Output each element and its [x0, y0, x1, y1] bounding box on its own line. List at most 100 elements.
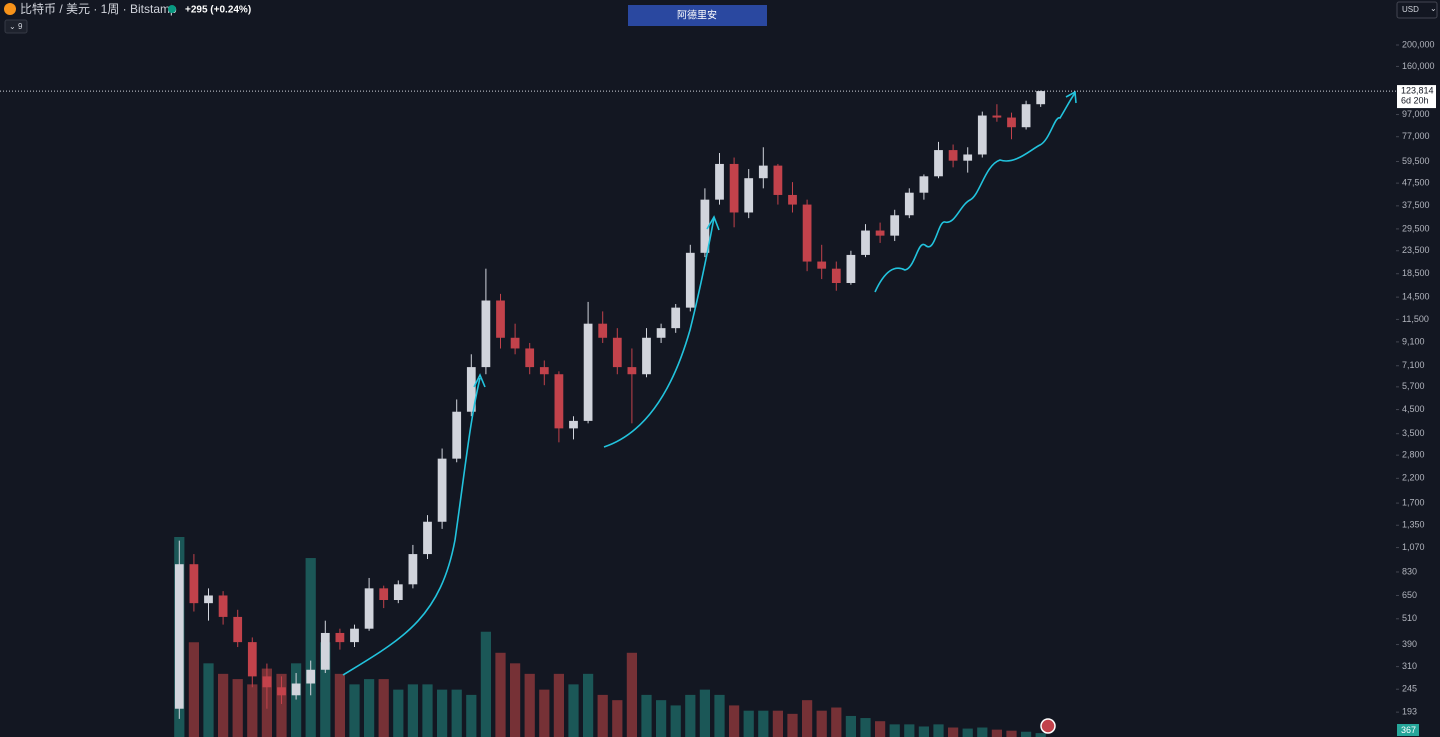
- y-tick-label: 2,200: [1402, 473, 1425, 483]
- candle-body: [423, 521, 432, 555]
- volume-bar: [466, 694, 477, 737]
- candle-body: [569, 420, 578, 429]
- candle-body: [1036, 91, 1046, 105]
- volume-bar: [685, 694, 696, 737]
- candle-body: [335, 632, 345, 643]
- volume-bar: [933, 724, 944, 737]
- candle-body: [934, 150, 943, 177]
- y-tick-label: 14,500: [1402, 292, 1430, 302]
- y-tick-label: 200,000: [1402, 39, 1435, 49]
- candle-body: [977, 115, 987, 155]
- volume-bar: [670, 705, 681, 737]
- candle-body: [642, 337, 651, 375]
- candle-body: [320, 632, 330, 670]
- volume-bar: [626, 652, 638, 737]
- y-tick-label: 390: [1402, 639, 1417, 649]
- indicator-count: 9: [18, 22, 23, 31]
- candle-body: [291, 683, 301, 696]
- volume-bar: [962, 728, 973, 737]
- candle-body: [627, 367, 637, 375]
- volume-bar: [918, 726, 930, 737]
- plot: [174, 90, 1046, 737]
- volume-bar: [553, 673, 565, 737]
- candle-body: [437, 458, 447, 522]
- arrow-head: [1065, 90, 1077, 104]
- candle-body: [393, 584, 403, 601]
- y-tick-label: 59,500: [1402, 156, 1430, 166]
- volume-bar: [845, 715, 857, 737]
- symbol: 比特币 / 美元 · 1周 · Bitstamp: [20, 1, 177, 16]
- candle-body: [802, 204, 812, 262]
- candle-body: [904, 192, 914, 216]
- candle-body: [262, 676, 272, 688]
- candle-body: [174, 564, 184, 709]
- candle-body: [598, 323, 608, 338]
- y-tick-label: 7,100: [1402, 360, 1425, 370]
- volume-bar: [904, 724, 915, 737]
- volume-bar: [816, 710, 827, 737]
- volume-bar: [655, 700, 667, 737]
- price-axis: [1396, 0, 1440, 737]
- chevron: ⌄: [9, 22, 16, 31]
- y-tick-label: 11,500: [1402, 314, 1429, 324]
- status-dot: [168, 5, 176, 13]
- volume-bar: [509, 663, 521, 737]
- y-tick-label: 29,500: [1402, 223, 1430, 233]
- trend-arrow: [342, 377, 481, 676]
- price-change: +295 (+0.24%): [185, 5, 251, 16]
- indicator-toggle[interactable]: [4, 19, 28, 34]
- currency: USD: [1402, 5, 1419, 14]
- candle-body: [1021, 104, 1031, 128]
- currency-select[interactable]: [1396, 1, 1438, 19]
- y-tick-label: 245: [1402, 684, 1417, 694]
- volume-bar: [363, 679, 375, 737]
- user-button[interactable]: [628, 5, 767, 26]
- candle-body: [583, 323, 593, 421]
- candle-body: [861, 230, 870, 255]
- volume-bar: [1006, 730, 1017, 737]
- volume-bar: [831, 707, 842, 737]
- volume-bar: [217, 673, 229, 737]
- volume-bar: [539, 689, 550, 737]
- candle-body: [744, 178, 754, 213]
- candle-body: [525, 348, 535, 368]
- trend-arrow: [874, 92, 1076, 293]
- y-tick-label: 510: [1402, 613, 1417, 623]
- volume-bar: [787, 713, 798, 737]
- candle-body: [700, 199, 710, 253]
- candle-body: [379, 588, 389, 601]
- volume-bar: [436, 689, 448, 737]
- candle-body: [919, 176, 929, 193]
- volume-bar: [422, 684, 433, 737]
- arrow-head: [706, 215, 720, 231]
- y-tick-label: 1,070: [1402, 542, 1425, 552]
- volume-bar: [203, 663, 214, 737]
- candle-body: [758, 165, 768, 179]
- candle-body: [788, 194, 797, 205]
- candle-body: [350, 628, 359, 643]
- candle-body: [481, 300, 491, 368]
- candle-body: [496, 300, 505, 338]
- volume-bar: [1020, 731, 1032, 737]
- y-tick-label: 9,100: [1402, 336, 1425, 346]
- volume-bar: [758, 710, 769, 737]
- event-flag[interactable]: [1040, 718, 1056, 734]
- y-tick-label: 650: [1402, 590, 1417, 600]
- volume-bar: [991, 729, 1003, 737]
- candle-body: [875, 230, 885, 236]
- last-price-box: [1397, 85, 1436, 109]
- candle-body: [685, 252, 695, 308]
- candle-body: [277, 687, 286, 696]
- volume-bar: [597, 694, 608, 737]
- y-tick-label: 77,000: [1402, 131, 1430, 141]
- candle-body: [510, 337, 520, 349]
- y-tick-label: 1,350: [1402, 520, 1425, 530]
- candle-body: [817, 261, 827, 269]
- y-tick-label: 310: [1402, 661, 1417, 671]
- candle-body: [1007, 117, 1016, 128]
- countdown: 6d 20h: [1401, 95, 1429, 105]
- candle-body: [204, 595, 213, 604]
- user-button-label: 阿德里安: [677, 9, 717, 22]
